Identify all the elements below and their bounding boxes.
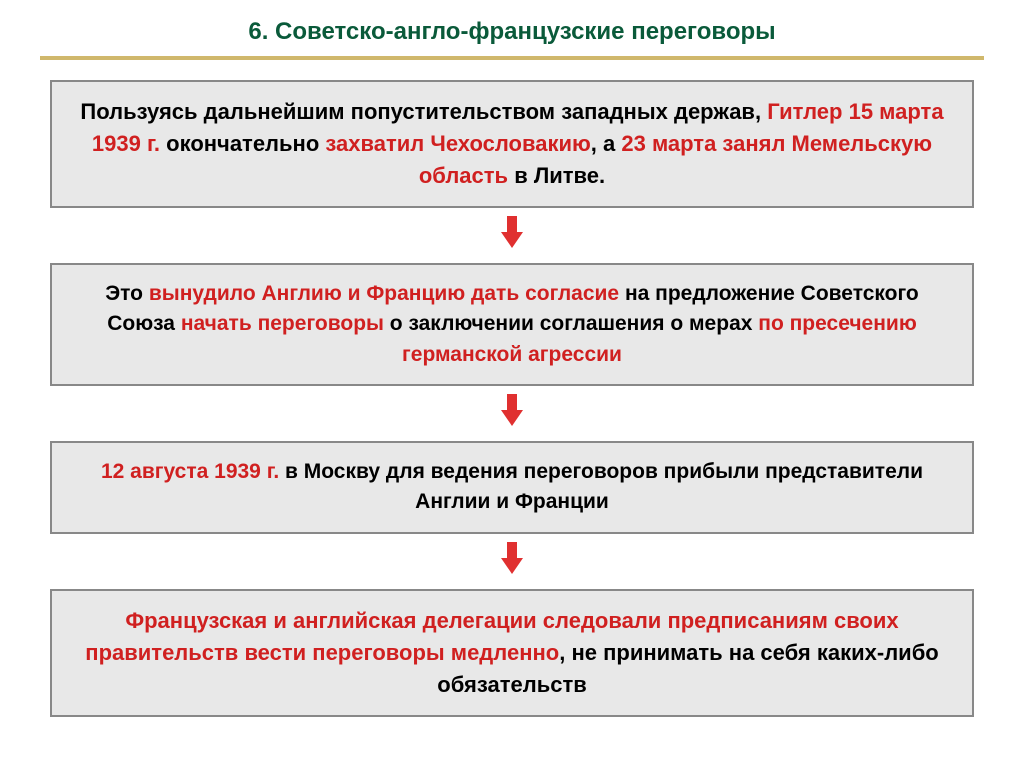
arrow-2 (0, 394, 1024, 433)
slide-title: 6. Советско-англо-французские переговоры (0, 0, 1024, 56)
box-3: 12 августа 1939 г. в Москву для ведения … (50, 441, 974, 534)
text-segment: о заключении соглашения о мерах (390, 312, 758, 335)
text-segment: в Литве. (514, 163, 605, 188)
box-1: Пользуясь дальнейшим попустительством за… (50, 80, 974, 208)
arrow-down-icon (501, 216, 523, 250)
text-segment: Пользуясь дальнейшим попустительством за… (80, 99, 767, 124)
box-4: Французская и английская делегации следо… (50, 589, 974, 717)
text-segment: , (559, 640, 571, 665)
arrow-down-icon (501, 542, 523, 576)
text-segment: Это (105, 282, 149, 305)
text-segment: вынудило Англию и Францию дать согласие (149, 282, 625, 305)
arrow-3 (0, 542, 1024, 581)
text-segment: 12 августа 1939 г. (101, 460, 285, 483)
text-segment: захватил Чехословакию (325, 131, 590, 156)
text-segment: окончательно (166, 131, 325, 156)
text-segment: , а (591, 131, 622, 156)
arrow-1 (0, 216, 1024, 255)
title-underline (40, 56, 984, 60)
text-segment: в Москву для ведения переговоров прибыли… (285, 460, 923, 513)
arrow-down-icon (501, 394, 523, 428)
text-segment: начать переговоры (181, 312, 390, 335)
box-2: Это вынудило Англию и Францию дать согла… (50, 263, 974, 386)
